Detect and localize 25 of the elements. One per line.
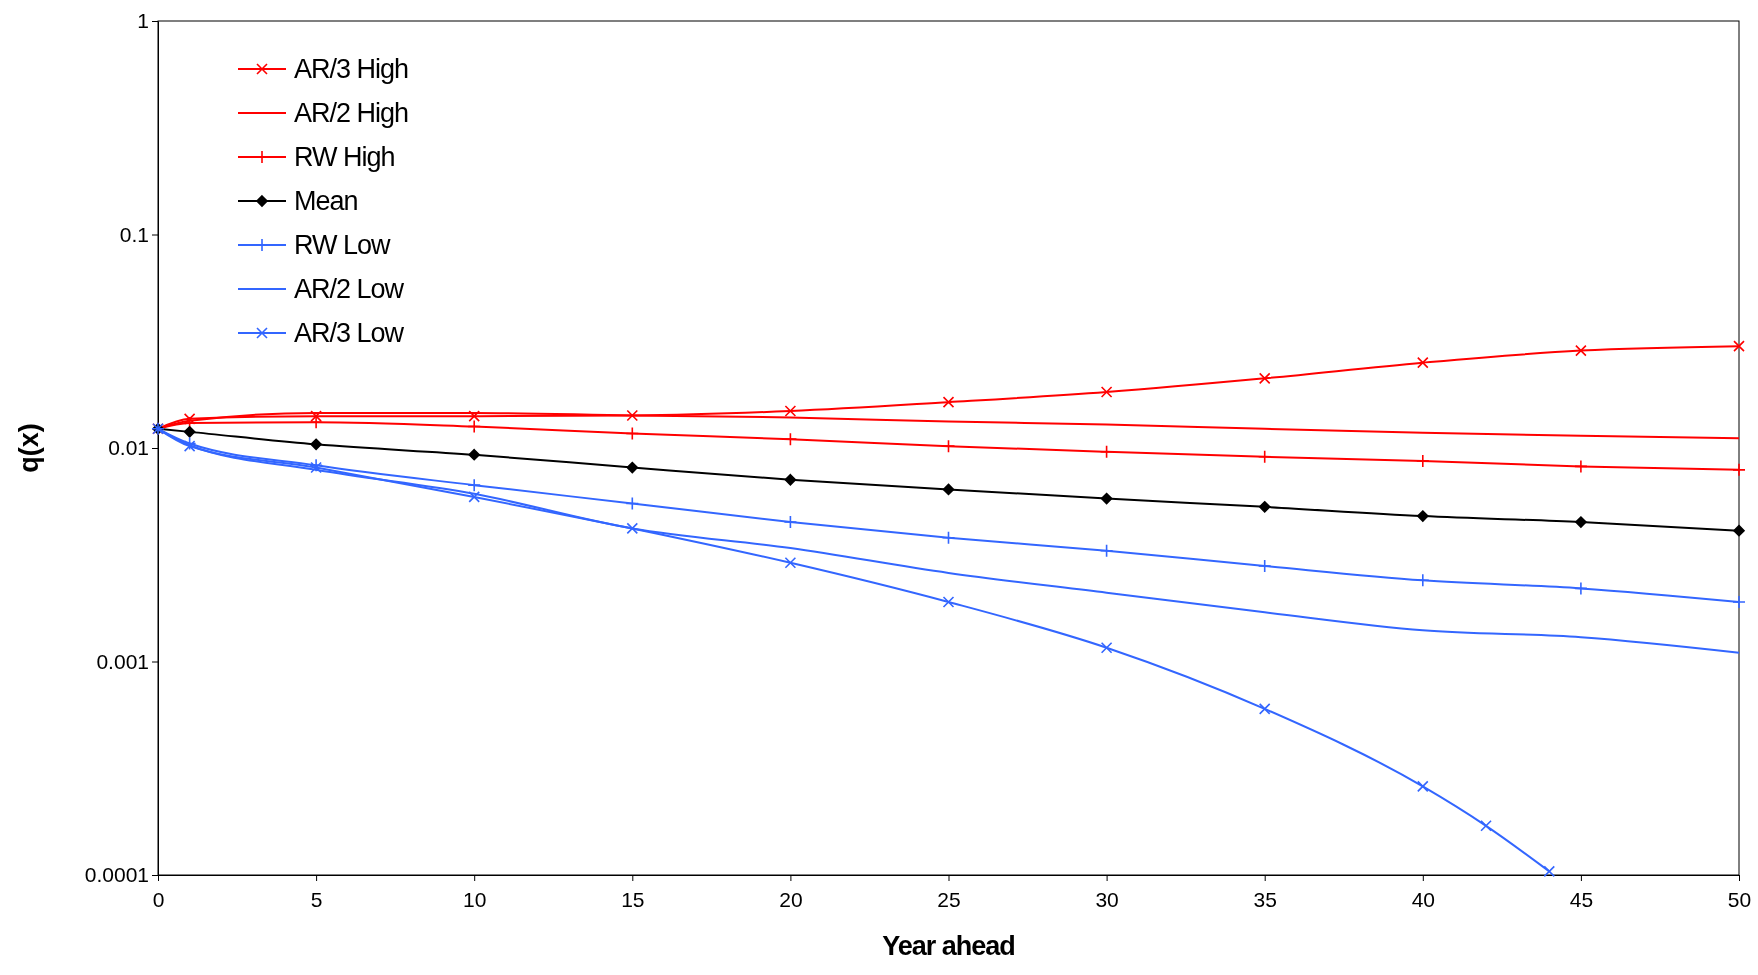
x-tick-label: 35 [1253, 888, 1277, 912]
x-tick-label: 20 [779, 888, 803, 912]
x-tick-label: 50 [1727, 888, 1752, 912]
x-tick-label: 45 [1569, 888, 1594, 912]
x-tick-label: 0 [152, 888, 165, 912]
y-tick-label: 1 [137, 9, 149, 33]
y-tick-label: 0.001 [96, 649, 149, 673]
x-axis-title: Year ahead [882, 931, 1015, 961]
x-tick-label: 30 [1095, 888, 1119, 912]
x-tick-label: 15 [621, 888, 645, 912]
legend-label: RW Low [294, 230, 392, 261]
x-tick-label: 40 [1411, 888, 1435, 912]
y-tick-label: 0.1 [119, 222, 149, 246]
legend-label: RW High [294, 142, 395, 173]
y-axis-title: q(x) [14, 423, 44, 473]
legend-label: Mean [294, 186, 358, 217]
legend-label: AR/2 Low [294, 274, 405, 305]
y-tick-label: 0.0001 [84, 863, 149, 887]
legend-label: AR/3 Low [294, 318, 405, 349]
x-tick-label: 25 [937, 888, 961, 912]
legend-label: AR/3 High [294, 54, 409, 85]
legend-label: AR/2 High [294, 98, 409, 129]
y-tick-label: 0.01 [108, 436, 149, 460]
x-tick-label: 5 [310, 888, 323, 912]
x-tick-label: 10 [463, 888, 487, 912]
